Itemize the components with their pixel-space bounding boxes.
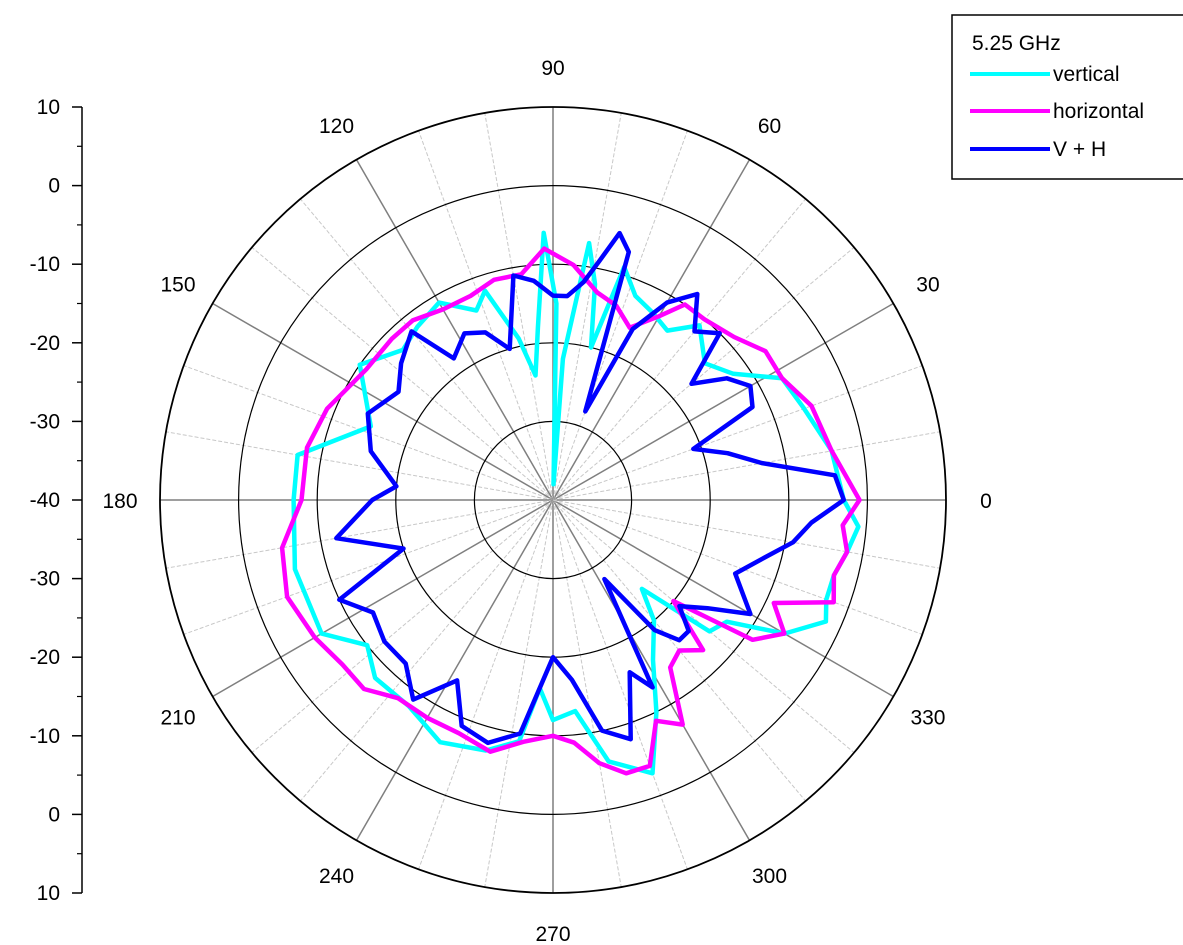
- angle-label-150: 150: [160, 274, 195, 297]
- legend-label-horizontal: horizontal: [1053, 100, 1144, 123]
- legend-title: 5.25 GHz: [972, 32, 1061, 55]
- radial-tick-label: -30: [30, 410, 60, 433]
- legend: 5.25 GHz vertical horizontal V + H: [951, 14, 1183, 180]
- minor-spoke-220: [251, 499, 554, 753]
- angle-label-0: 0: [980, 490, 992, 513]
- minor-spoke-50: [552, 198, 806, 501]
- angle-label-30: 30: [916, 274, 939, 297]
- angle-label-300: 300: [752, 865, 787, 888]
- polar-grid: [159, 106, 947, 894]
- major-spoke-330: [552, 499, 894, 698]
- radial-tick-label: 10: [37, 882, 60, 905]
- major-spoke-120: [355, 159, 554, 501]
- minor-spoke-350: [552, 499, 941, 569]
- major-spoke-240: [355, 499, 554, 841]
- angle-label-210: 210: [160, 707, 195, 730]
- minor-spoke-340: [552, 499, 923, 635]
- angle-labels: 0 30 60 90 120 150 180 210 240 270 300 330: [102, 57, 991, 945]
- minor-spoke-130: [300, 198, 554, 501]
- minor-spoke-160: [183, 365, 554, 501]
- series-layer: [279, 230, 862, 776]
- minor-spoke-100: [484, 112, 554, 501]
- major-spoke-210: [212, 499, 554, 698]
- angle-label-330: 330: [910, 707, 945, 730]
- minor-spoke-170: [165, 431, 554, 501]
- radial-tick-label: -20: [30, 646, 60, 669]
- minor-spoke-20: [552, 365, 923, 501]
- minor-spoke-280: [552, 499, 622, 888]
- minor-spoke-200: [183, 499, 554, 635]
- ring-10: [159, 106, 947, 894]
- series-line-v-h: [334, 230, 847, 746]
- radial-tick-label: -10: [30, 725, 60, 748]
- major-spoke-60: [552, 159, 751, 501]
- legend-label-vh: V + H: [1053, 138, 1106, 161]
- angle-label-270: 270: [535, 923, 570, 945]
- minor-spoke-190: [165, 499, 554, 569]
- minor-spoke-310: [552, 499, 806, 802]
- radial-tick-label: -40: [30, 489, 60, 512]
- radial-tick-label: 0: [48, 175, 60, 198]
- minor-spoke-70: [552, 130, 688, 501]
- minor-spoke-260: [484, 499, 554, 888]
- minor-spoke-140: [251, 247, 554, 501]
- angle-label-240: 240: [319, 865, 354, 888]
- angle-label-90: 90: [541, 57, 564, 80]
- radial-tick-label: -10: [30, 253, 60, 276]
- legend-label-vertical: vertical: [1053, 63, 1120, 86]
- minor-spoke-290: [552, 499, 688, 870]
- radial-tick-label: 0: [48, 803, 60, 826]
- minor-spoke-230: [300, 499, 554, 802]
- minor-spoke-320: [552, 499, 855, 753]
- angle-label-180: 180: [102, 490, 137, 513]
- minor-spoke-80: [552, 112, 622, 501]
- minor-spoke-110: [418, 130, 554, 501]
- radial-tick-label: -30: [30, 568, 60, 591]
- minor-spoke-10: [552, 431, 941, 501]
- ring-0: [238, 185, 868, 815]
- radial-tick-label: -20: [30, 332, 60, 355]
- major-spoke-300: [552, 499, 751, 841]
- radial-tick-label: 10: [37, 96, 60, 119]
- radial-axis: 10 0 -10 -20 -30 -40 -30 -20 -10 0 10: [30, 96, 83, 905]
- minor-spoke-40: [552, 247, 855, 501]
- minor-spoke-250: [418, 499, 554, 870]
- legend-box: [951, 14, 1183, 180]
- angle-label-60: 60: [758, 115, 781, 138]
- series-line-vertical: [291, 230, 861, 776]
- major-spoke-30: [552, 302, 894, 501]
- angle-label-120: 120: [319, 115, 354, 138]
